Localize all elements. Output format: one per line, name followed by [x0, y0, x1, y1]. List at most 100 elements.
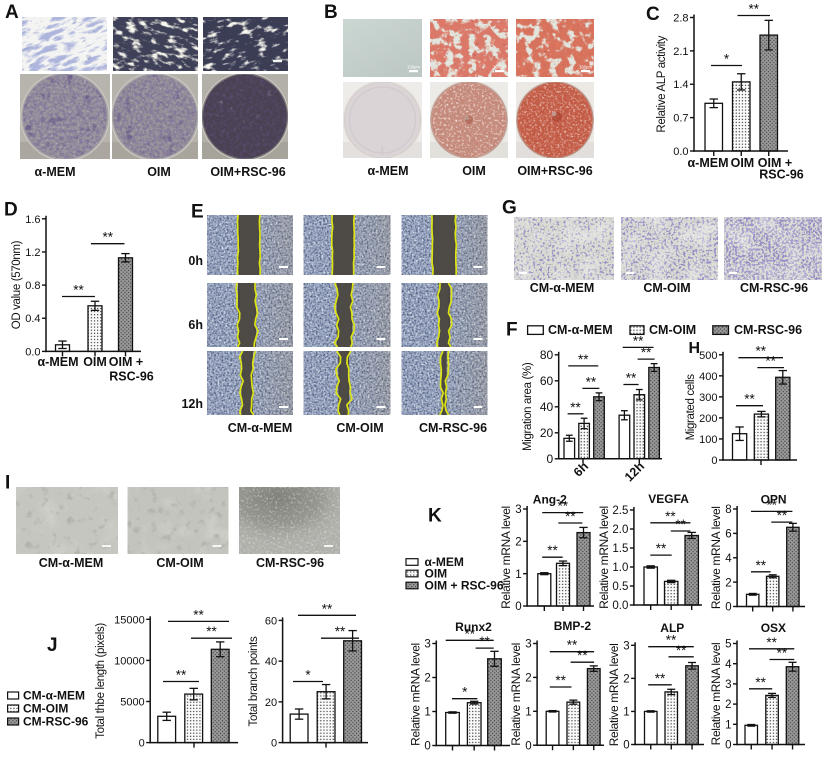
svg-text:20: 20 — [265, 697, 277, 709]
svg-text:2.1: 2.1 — [673, 46, 688, 58]
svg-text:H: H — [689, 340, 701, 357]
svg-text:10000: 10000 — [114, 655, 145, 667]
svg-text:G: G — [502, 198, 517, 219]
svg-text:Runx2: Runx2 — [455, 620, 492, 634]
svg-text:OIM +: OIM + — [758, 156, 792, 170]
svg-text:**: ** — [777, 646, 788, 661]
svg-text:*: * — [305, 668, 311, 683]
svg-text:**: ** — [565, 509, 576, 524]
svg-text:12h: 12h — [181, 397, 203, 411]
svg-text:3: 3 — [424, 639, 430, 651]
svg-text:A: A — [5, 2, 19, 23]
svg-text:OIM+RSC-96: OIM+RSC-96 — [517, 164, 592, 178]
svg-text:100μm: 100μm — [579, 65, 592, 70]
svg-text:1: 1 — [525, 706, 531, 718]
svg-text:40: 40 — [265, 656, 277, 668]
svg-text:CM-RSC-96: CM-RSC-96 — [23, 714, 89, 728]
svg-text:**: ** — [755, 344, 766, 359]
svg-text:α-MEM: α-MEM — [367, 164, 408, 178]
svg-text:α-MEM: α-MEM — [425, 555, 464, 569]
svg-text:**: ** — [755, 675, 766, 690]
svg-text:20: 20 — [540, 426, 554, 440]
svg-text:OIM: OIM — [147, 165, 171, 179]
svg-text:200: 200 — [699, 413, 717, 425]
svg-text:**: ** — [665, 509, 676, 524]
svg-text:CM-OIM: CM-OIM — [643, 281, 690, 295]
svg-text:VEGFA: VEGFA — [648, 492, 689, 506]
svg-text:0.7: 0.7 — [673, 113, 688, 125]
svg-text:0.0: 0.0 — [612, 600, 628, 612]
svg-text:2.5: 2.5 — [612, 505, 628, 517]
svg-text:**: ** — [102, 230, 113, 245]
svg-text:1: 1 — [623, 707, 629, 719]
svg-text:RSC-96: RSC-96 — [759, 168, 804, 182]
svg-text:**: ** — [777, 508, 788, 523]
svg-text:J: J — [47, 635, 58, 656]
svg-text:**: ** — [756, 558, 767, 573]
svg-text:F: F — [506, 320, 518, 341]
svg-text:CM-OIM: CM-OIM — [336, 421, 383, 435]
svg-text:**: ** — [655, 671, 666, 686]
svg-text:40: 40 — [540, 400, 554, 414]
svg-text:CM-α-MEM: CM-α-MEM — [530, 281, 595, 295]
svg-text:E: E — [191, 202, 204, 223]
svg-text:1: 1 — [424, 707, 430, 719]
svg-text:1.5: 1.5 — [612, 543, 628, 555]
svg-text:CM-OIM: CM-OIM — [649, 323, 696, 337]
svg-text:**: ** — [570, 400, 581, 415]
svg-text:4: 4 — [725, 553, 732, 565]
svg-text:6h: 6h — [188, 318, 203, 332]
svg-text:**: ** — [676, 643, 687, 658]
svg-text:D: D — [4, 200, 18, 221]
svg-text:**: ** — [577, 648, 588, 663]
svg-text:0: 0 — [424, 741, 430, 753]
svg-text:**: ** — [335, 624, 346, 639]
svg-text:**: ** — [641, 345, 652, 360]
svg-text:**: ** — [578, 352, 589, 367]
svg-text:80: 80 — [540, 348, 554, 362]
svg-text:CM-OIM: CM-OIM — [23, 701, 68, 715]
svg-text:*: * — [462, 685, 468, 700]
svg-text:RSC-96: RSC-96 — [109, 370, 154, 384]
svg-text:100μm: 100μm — [493, 65, 506, 70]
svg-text:CM-RSC-96: CM-RSC-96 — [256, 556, 324, 570]
svg-text:100: 100 — [699, 434, 717, 446]
svg-text:0: 0 — [515, 601, 521, 613]
svg-text:6: 6 — [725, 529, 731, 541]
svg-text:500: 500 — [699, 350, 717, 362]
svg-text:**: ** — [193, 607, 204, 622]
svg-text:OIM +: OIM + — [109, 355, 143, 369]
svg-text:1.6: 1.6 — [25, 214, 40, 226]
svg-text:Total branch points: Total branch points — [248, 636, 260, 726]
svg-text:Relative mRNA level: Relative mRNA level — [597, 506, 611, 609]
svg-text:0.8: 0.8 — [25, 280, 40, 292]
svg-text:OIM: OIM — [462, 164, 486, 178]
svg-text:1: 1 — [515, 569, 521, 581]
svg-text:2: 2 — [525, 673, 531, 685]
svg-text:60: 60 — [265, 615, 277, 627]
svg-text:**: ** — [464, 626, 475, 641]
svg-text:**: ** — [766, 497, 777, 512]
svg-text:2: 2 — [424, 673, 430, 685]
svg-text:100μm: 100μm — [407, 65, 420, 70]
svg-text:CM-RSC-96: CM-RSC-96 — [740, 281, 808, 295]
svg-text:0: 0 — [711, 455, 717, 467]
svg-text:0.5: 0.5 — [612, 581, 628, 593]
svg-text:0: 0 — [525, 740, 531, 752]
svg-text:Relative mRNA level: Relative mRNA level — [408, 643, 422, 746]
svg-text:Relative mRNA level: Relative mRNA level — [499, 506, 513, 609]
svg-text:BMP-2: BMP-2 — [554, 619, 592, 633]
svg-text:3: 3 — [515, 504, 521, 516]
svg-text:400: 400 — [699, 371, 717, 383]
svg-text:Migrated cells: Migrated cells — [685, 374, 697, 441]
svg-text:0: 0 — [271, 738, 277, 750]
svg-text:OPN: OPN — [761, 493, 787, 507]
svg-text:Relative mRNA level: Relative mRNA level — [709, 506, 723, 609]
svg-text:**: ** — [586, 374, 597, 389]
svg-text:**: ** — [555, 673, 566, 688]
svg-text:**: ** — [557, 499, 568, 514]
svg-text:5000: 5000 — [120, 696, 144, 708]
svg-text:300: 300 — [699, 392, 717, 404]
svg-text:0: 0 — [139, 738, 145, 750]
svg-text:2: 2 — [515, 536, 521, 548]
